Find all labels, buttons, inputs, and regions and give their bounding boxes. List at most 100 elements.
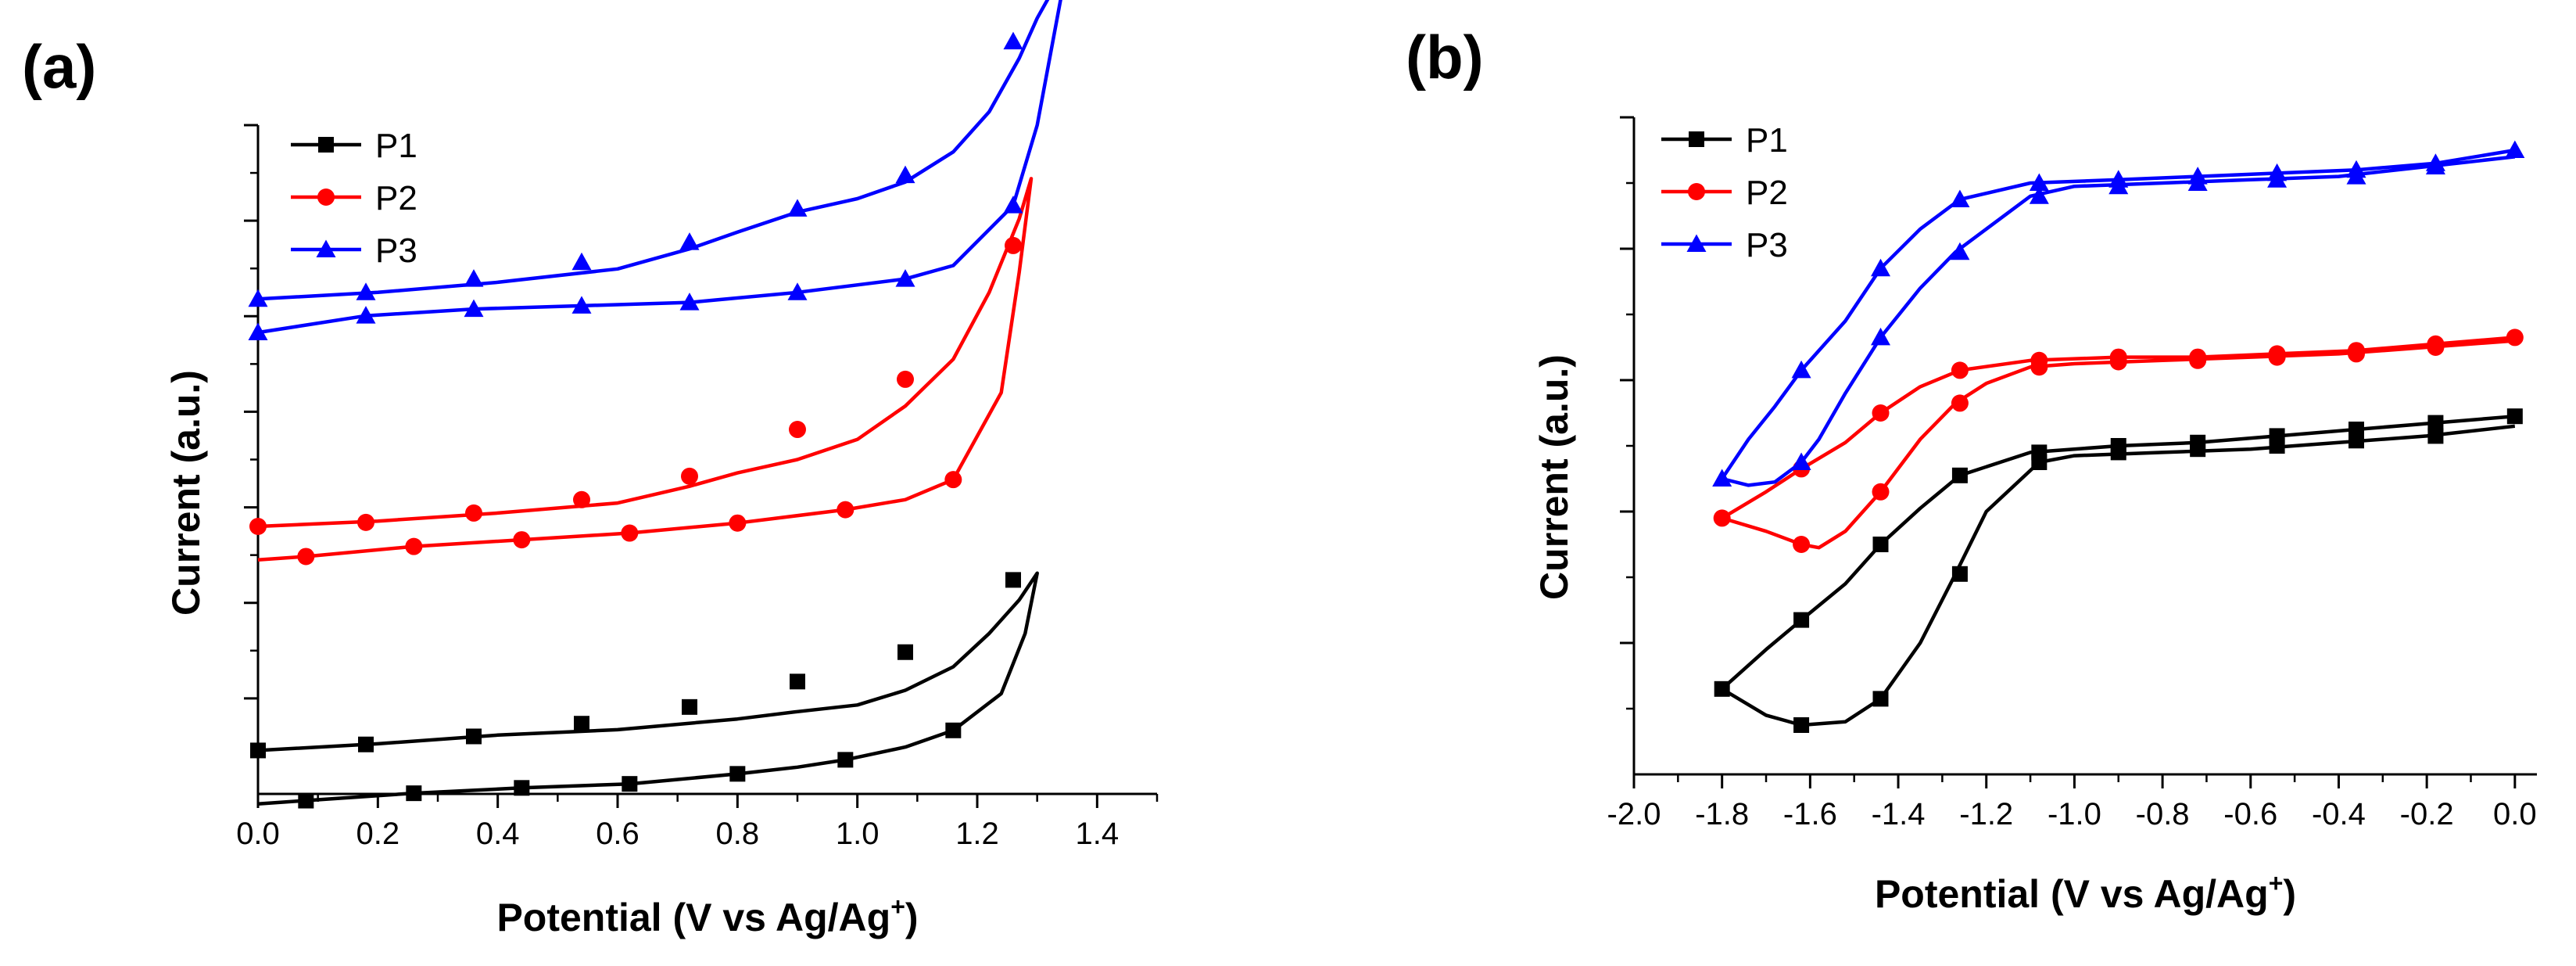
x-tick-label-b: -1.8 [1695, 797, 1749, 831]
legend-label-p2: P2 [375, 179, 417, 217]
marker-p1 [2427, 428, 2444, 444]
x-tick-label-b: -1.2 [1959, 797, 2013, 831]
marker-p2 [681, 467, 698, 485]
marker-p1 [466, 728, 482, 745]
y-axis-title-b: Current (a.u.) [1532, 354, 1576, 600]
marker-p3 [571, 252, 592, 271]
x-tick-label-a: 0.0 [236, 817, 280, 851]
marker-p3 [2346, 167, 2366, 185]
series-p1-b [1714, 408, 2523, 733]
series-line-p3 [1720, 148, 2516, 487]
marker-p2 [2189, 351, 2207, 369]
marker-p2 [837, 501, 854, 519]
x-tick-label-b: -1.0 [2048, 797, 2101, 831]
marker-p1 [622, 776, 638, 792]
x-tick-label-a: 1.4 [1076, 817, 1120, 851]
marker-p1 [298, 792, 314, 809]
marker-p2 [789, 421, 806, 439]
x-tick-label-b: 0.0 [2493, 797, 2537, 831]
legend-label-p3: P3 [1746, 226, 1788, 264]
marker-p1 [945, 722, 962, 738]
marker-p2 [1951, 361, 1969, 379]
marker-p3 [679, 232, 700, 250]
marker-p2 [1793, 536, 1811, 553]
marker-p1 [318, 137, 334, 153]
marker-p3 [2505, 140, 2525, 158]
marker-p1 [1793, 717, 1810, 733]
marker-p2 [2348, 345, 2365, 363]
x-tick-label-a: 0.4 [476, 817, 520, 851]
marker-p3 [356, 306, 376, 324]
marker-p2 [405, 537, 423, 555]
marker-p3 [248, 289, 268, 307]
marker-p3 [787, 199, 808, 217]
x-axis-title-b: Potential (V vs Ag/Ag+) [1875, 869, 2296, 916]
series-line-p1 [257, 571, 1039, 806]
marker-p3 [1871, 258, 1891, 277]
marker-p1 [2348, 433, 2364, 449]
marker-p3 [1950, 242, 1970, 260]
x-tick-label-b: -0.6 [2223, 797, 2277, 831]
marker-p3 [787, 282, 808, 300]
marker-p2 [1713, 509, 1731, 527]
series-line-p3 [257, 0, 1062, 335]
marker-p1 [1714, 681, 1730, 697]
x-axis-title-a: Potential (V vs Ag/Ag+) [496, 892, 918, 939]
marker-p2 [357, 513, 374, 531]
marker-p2 [249, 518, 267, 535]
x-tick-label-b: -0.8 [2136, 797, 2190, 831]
legend-label-p1: P1 [1746, 121, 1788, 160]
marker-p1 [358, 736, 374, 752]
series-p1-a [250, 571, 1039, 809]
marker-p2 [944, 471, 962, 489]
marker-p1 [2427, 415, 2444, 431]
marker-p1 [406, 785, 422, 802]
series-p3-a [248, 0, 1062, 341]
marker-p3 [464, 269, 484, 287]
legend-label-p3: P3 [375, 232, 417, 270]
x-tick-label-b: -0.2 [2400, 797, 2454, 831]
marker-p3 [2425, 156, 2445, 174]
series-line-p2 [1720, 336, 2515, 550]
marker-p3 [2029, 186, 2049, 204]
marker-p2 [1005, 236, 1022, 254]
marker-p1 [2190, 441, 2206, 458]
marker-p3 [2029, 173, 2049, 191]
legend-label-p1: P1 [375, 127, 417, 165]
marker-p3 [316, 239, 336, 257]
x-tick-label-a: 0.2 [356, 817, 400, 851]
marker-p3 [895, 165, 915, 184]
chart-panel-a: 0.0 0.2 0.4 0.6 0.8 1.0 1.2 1.4 Potential (V vs … [164, 0, 1159, 939]
marker-p1 [1689, 131, 1704, 147]
series-p3-b [1712, 140, 2525, 487]
series-line-p1 [1720, 414, 2516, 727]
marker-p3 [1003, 31, 1023, 50]
chart-panel-b: -2.0 -1.8 -1.6 -1.4 -1.2 -1.0 -0.8 -0.6 -0.4 -0.2… [1532, 116, 2537, 916]
series-line-p2 [257, 177, 1034, 562]
marker-p1 [790, 673, 805, 690]
marker-p1 [2110, 444, 2126, 461]
marker-p2 [897, 370, 914, 388]
marker-p1 [897, 644, 913, 660]
marker-p2 [2030, 358, 2048, 376]
marker-p1 [2031, 454, 2048, 470]
marker-p3 [2187, 173, 2208, 191]
marker-p1 [574, 716, 589, 732]
marker-p1 [682, 698, 697, 715]
marker-p1 [2269, 438, 2285, 454]
marker-p1 [1951, 566, 1968, 582]
marker-p3 [2108, 176, 2129, 195]
marker-p1 [1793, 612, 1810, 628]
marker-p2 [2506, 329, 2524, 347]
x-tick-label-a: 0.6 [596, 817, 640, 851]
marker-p1 [1872, 537, 1889, 552]
marker-p1 [1951, 467, 1968, 483]
marker-p3 [356, 282, 376, 300]
marker-p2 [573, 490, 590, 508]
marker-p2 [2268, 348, 2286, 366]
series-p2-b [1713, 329, 2524, 553]
legend-label-p2: P2 [1746, 174, 1788, 212]
marker-p2 [2109, 353, 2127, 371]
marker-p2 [1872, 483, 1890, 501]
